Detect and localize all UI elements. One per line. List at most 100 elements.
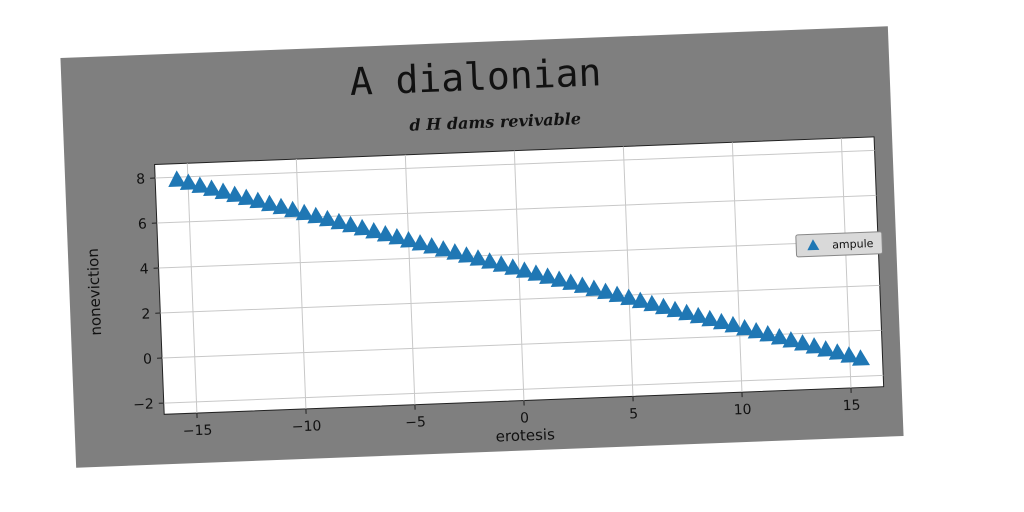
data-point-triangle <box>446 243 465 260</box>
data-point-triangle <box>724 315 743 333</box>
data-point-triangle <box>353 218 372 236</box>
x-axis-ticks: −15 −10 −5 0 5 10 15 <box>183 387 861 440</box>
data-point-triangle <box>550 270 569 287</box>
data-point-triangle <box>481 252 500 269</box>
data-point-triangle <box>272 197 291 215</box>
legend-label: ampule <box>832 237 874 252</box>
x-tick-label: −15 <box>183 422 213 439</box>
data-point-triangle <box>770 328 789 345</box>
y-tick-label: 8 <box>136 171 146 187</box>
y-grid-line <box>156 194 877 224</box>
data-point-triangle <box>469 249 488 266</box>
data-point-triangle <box>736 318 755 336</box>
y-tick-label: 2 <box>141 306 151 322</box>
chart-card: A dialonian d H dams revivable −15 −10 −5 0… <box>60 26 904 468</box>
data-point-triangle <box>515 261 534 278</box>
data-point-triangle <box>249 191 268 209</box>
data-point-triangle <box>747 321 766 339</box>
plot-area <box>154 136 885 415</box>
data-point-triangle <box>701 309 720 327</box>
data-point-triangle <box>631 291 650 309</box>
data-point-triangle <box>226 185 245 203</box>
data-point-triangle <box>492 255 511 272</box>
y-grid-line <box>160 284 880 314</box>
data-point-triangle <box>388 228 407 245</box>
data-point-triangle <box>203 179 222 197</box>
data-point-triangle <box>643 294 662 312</box>
x-grid-line <box>295 159 307 409</box>
chart-subtitle: d H dams revivable <box>409 109 581 135</box>
x-grid-line <box>731 142 743 393</box>
data-point-triangle <box>828 343 847 360</box>
data-point-triangle <box>840 346 859 363</box>
data-point-triangle <box>608 285 627 303</box>
data-point-triangle <box>318 209 337 227</box>
data-point-triangle <box>585 279 604 297</box>
legend: ampule <box>795 231 883 258</box>
data-point-triangle <box>330 212 349 230</box>
y-tick-label: −2 <box>133 396 154 413</box>
data-point-triangle <box>365 221 384 239</box>
data-point-triangle <box>794 334 813 351</box>
x-grid-line <box>840 138 852 388</box>
data-point-triangle <box>782 331 801 348</box>
legend-box <box>795 231 883 258</box>
data-point-triangle <box>260 194 279 212</box>
data-point-triangle <box>527 264 546 281</box>
x-grid-line <box>404 154 416 405</box>
data-point-triangle <box>168 170 187 187</box>
data-point-triangle <box>307 206 326 224</box>
data-point-triangle <box>295 203 314 221</box>
data-point-triangle <box>852 349 871 366</box>
data-point-triangle <box>539 267 558 284</box>
y-tick-label: 0 <box>143 351 153 367</box>
x-tick-label: 10 <box>733 402 751 419</box>
data-point-triangle <box>342 215 361 233</box>
legend-marker-triangle-icon <box>807 239 820 251</box>
data-point-triangle <box>191 176 210 194</box>
data-point-triangle <box>504 258 523 275</box>
data-point-triangle <box>423 237 442 254</box>
x-tick-label: 5 <box>629 406 639 422</box>
data-point-triangle <box>620 288 639 306</box>
data-points <box>168 170 871 366</box>
y-tick-label: 4 <box>139 261 149 277</box>
data-point-triangle <box>400 231 419 248</box>
y-grid-line <box>163 374 884 404</box>
y-grid-line <box>158 239 879 269</box>
data-point-triangle <box>678 303 697 321</box>
data-point-triangle <box>759 325 778 342</box>
x-axis-label: erotesis <box>495 425 555 445</box>
y-tick-label: 6 <box>138 216 148 232</box>
chart-svg: A dialonian d H dams revivable −15 −10 −5 0… <box>84 50 885 446</box>
x-tick-label: −10 <box>292 418 322 435</box>
data-point-triangle <box>411 234 430 251</box>
chart-title: A dialonian <box>349 50 602 104</box>
data-point-triangle <box>573 276 592 294</box>
y-axis-ticks: −2 0 2 4 6 8 <box>133 171 164 413</box>
data-point-triangle <box>237 188 256 206</box>
data-point-triangle <box>434 240 453 257</box>
x-tick-label: 15 <box>842 398 860 415</box>
data-point-triangle <box>284 200 303 218</box>
data-point-triangle <box>179 173 198 190</box>
x-grid-line <box>622 146 634 397</box>
data-point-triangle <box>597 282 616 300</box>
data-point-triangle <box>376 224 395 242</box>
x-grid-line <box>186 163 198 414</box>
grid-lines <box>155 138 884 414</box>
data-point-triangle <box>689 306 708 324</box>
y-axis-label: noneviction <box>84 248 105 336</box>
data-point-triangle <box>214 182 233 200</box>
data-point-triangle <box>562 273 581 291</box>
data-point-triangle <box>457 246 476 263</box>
data-point-triangle <box>805 337 824 354</box>
data-point-triangle <box>817 340 836 357</box>
data-point-triangle <box>712 312 731 330</box>
y-grid-line <box>155 149 875 179</box>
x-tick-label: 0 <box>520 410 530 426</box>
data-point-triangle <box>655 297 673 315</box>
x-tick-label: −5 <box>405 414 426 431</box>
data-point-triangle <box>666 300 685 318</box>
